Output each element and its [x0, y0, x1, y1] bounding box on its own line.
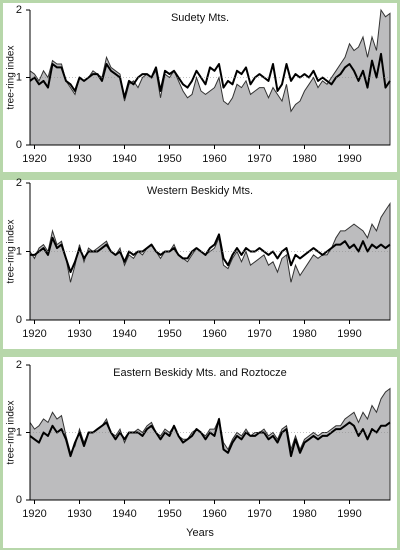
x-tick-label: 1920	[22, 153, 46, 165]
x-tick-label: 1960	[202, 508, 226, 520]
y-tick-label: 2	[16, 4, 22, 16]
y-tick-label: 0	[16, 139, 22, 151]
chart-title: Western Beskidy Mts.	[147, 185, 253, 197]
x-tick-label: 1970	[247, 508, 271, 520]
x-tick-label: 1990	[337, 508, 361, 520]
x-tick-label: 1990	[337, 153, 361, 165]
x-tick-label: 1950	[157, 508, 181, 520]
x-axis-label: Years	[186, 527, 214, 539]
x-tick-label: 1940	[112, 508, 136, 520]
x-tick-label: 1930	[67, 153, 91, 165]
x-tick-label: 1960	[202, 153, 226, 165]
x-tick-label: 1920	[22, 328, 46, 340]
x-tick-label: 1960	[202, 328, 226, 340]
x-tick-label: 1970	[247, 153, 271, 165]
area	[29, 8, 391, 146]
x-tick-label: 1980	[292, 508, 316, 520]
y-tick-label: 1	[16, 245, 22, 257]
y-tick-label: 1	[16, 426, 22, 438]
x-tick-label: 1980	[292, 153, 316, 165]
y-tick-label: 0	[16, 494, 22, 506]
line	[29, 52, 391, 99]
y-axis-label: tree-ring index	[6, 401, 17, 465]
x-tick-label: 1970	[247, 328, 271, 340]
chart-title: Sudety Mts.	[171, 12, 229, 24]
x-tick-label: 1990	[337, 328, 361, 340]
y-tick-label: 0	[16, 314, 22, 326]
x-tick-label: 1950	[157, 328, 181, 340]
y-tick-label: 1	[16, 71, 22, 83]
x-tick-label: 1920	[22, 508, 46, 520]
chart-title: Eastern Beskidy Mts. and Roztocze	[113, 367, 287, 379]
x-tick-label: 1950	[157, 153, 181, 165]
x-tick-label: 1930	[67, 328, 91, 340]
x-tick-label: 1930	[67, 508, 91, 520]
x-tick-label: 1980	[292, 328, 316, 340]
y-axis-label: tree-ring index	[6, 220, 17, 284]
x-tick-label: 1940	[112, 153, 136, 165]
y-axis-label: tree-ring index	[6, 46, 17, 110]
x-tick-label: 1940	[112, 328, 136, 340]
y-tick-label: 2	[16, 359, 22, 371]
y-tick-label: 2	[16, 177, 22, 189]
